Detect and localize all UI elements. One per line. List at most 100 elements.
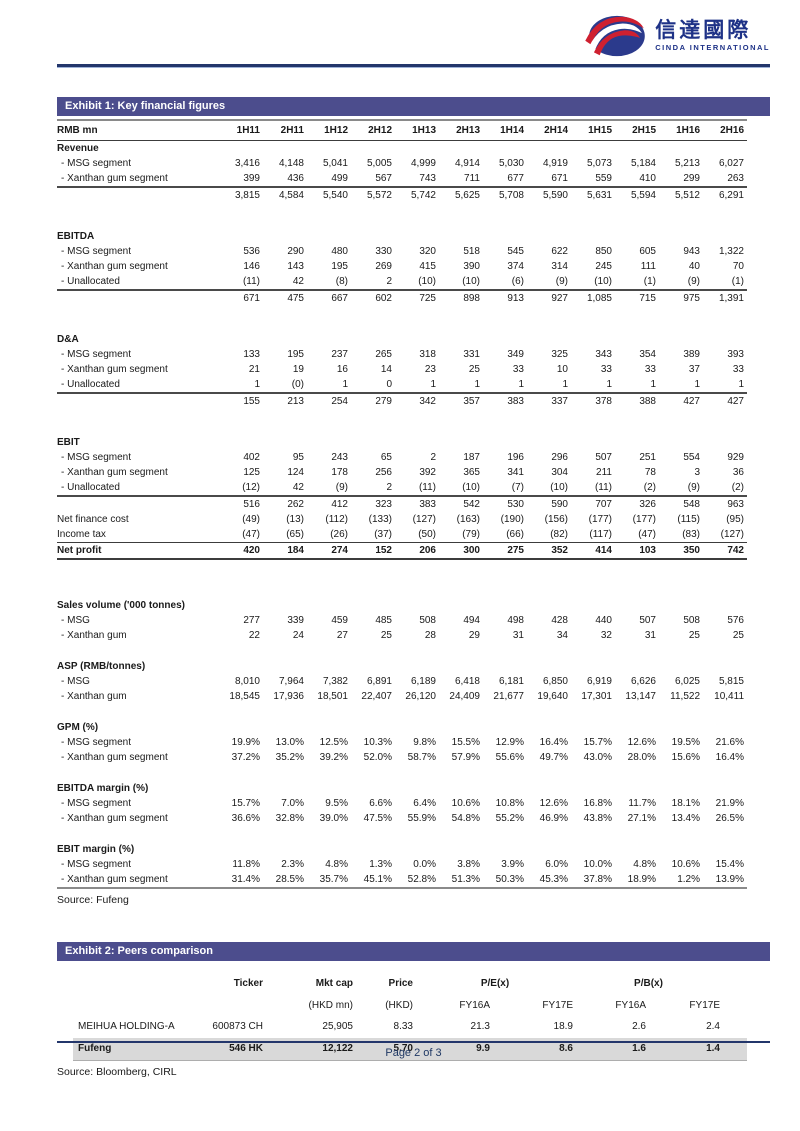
cell-value — [703, 229, 747, 244]
cell-value: (127) — [412, 514, 436, 525]
cell-value: 5,213 — [674, 158, 700, 169]
cell-value: 11.7% — [628, 798, 656, 809]
page-number: Page 2 of 3 — [385, 1047, 442, 1059]
cell-value: 4,914 — [454, 158, 480, 169]
cell-value: 78 — [644, 467, 656, 478]
cell-value — [527, 332, 571, 347]
cell-value: 152 — [351, 542, 395, 560]
cell-value: 1,391 — [703, 289, 747, 306]
cell-value: 929 — [727, 452, 744, 463]
cinda-logo-icon — [585, 15, 646, 57]
spacer-cell — [57, 765, 747, 781]
cell-value — [483, 659, 527, 674]
cell-value: 5,590 — [527, 186, 571, 203]
cell-value: 54.8% — [451, 813, 480, 824]
cell-value: 5,742 — [395, 186, 439, 203]
empty-header — [722, 994, 747, 1016]
cell-value: 326 — [615, 495, 659, 512]
pb-fy16a-value: 1.6 — [632, 1043, 646, 1054]
cell-value: 146 — [243, 261, 260, 272]
cell-value: 365 — [463, 467, 480, 478]
cell-value: 277 — [243, 615, 260, 626]
cell-value: 16.8% — [583, 798, 612, 809]
cell-value: 1 — [430, 379, 436, 390]
cell-value: 742 — [703, 542, 747, 560]
cell-value: 21,677 — [493, 691, 524, 702]
cell-value: 536 — [243, 246, 260, 257]
cell-value — [483, 781, 527, 796]
cell-value — [659, 781, 703, 796]
pb-fy17e-header: FY17E — [689, 1000, 720, 1011]
cell-value — [703, 659, 747, 674]
cell-value: (0) — [291, 379, 304, 390]
cinda-logo: 信達國際 CINDA INTERNATIONAL — [584, 12, 770, 60]
cell-value — [395, 781, 439, 796]
cell-value: 494 — [463, 615, 480, 626]
cell-value: 5,540 — [307, 186, 351, 203]
cell-value: 34 — [556, 630, 568, 641]
spacer-row — [57, 826, 747, 842]
ticker-value: 546 HK — [229, 1043, 263, 1054]
cell-value: 36 — [732, 467, 744, 478]
cell-value: 12.5% — [319, 737, 348, 748]
cell-value: 14 — [380, 364, 392, 375]
cell-value: (9) — [555, 276, 568, 287]
cell-value — [351, 332, 395, 347]
cell-value: 5,073 — [586, 158, 612, 169]
table-row: - MSG segment 19.9% 13.0% 12.5% 10.3% 9.8% 15.… — [57, 735, 747, 750]
row-label: ASP (RMB/tonnes) — [57, 661, 146, 672]
cell-value: 12.9% — [495, 737, 524, 748]
cell-value — [351, 781, 395, 796]
cell-value: (79) — [462, 529, 480, 540]
cell-value: 15.7% — [231, 798, 260, 809]
cell-value — [571, 781, 615, 796]
cell-value: 352 — [527, 542, 571, 560]
cell-value: (2) — [643, 482, 656, 493]
cell-value — [439, 332, 483, 347]
cell-value — [219, 141, 263, 157]
cell-value: (49) — [242, 514, 260, 525]
cell-value: 103 — [615, 542, 659, 560]
cell-value: 4.8% — [325, 859, 348, 870]
price-header: Price — [388, 978, 413, 989]
cell-value: 410 — [639, 173, 656, 184]
cell-value: (112) — [325, 514, 348, 525]
row-label: GPM (%) — [57, 722, 99, 733]
cell-value: (117) — [589, 529, 612, 540]
cell-value — [527, 141, 571, 157]
cell-value: 1 — [518, 379, 524, 390]
table-row: 516 262 412 323 383 542 530 590 707 326 548 963 — [57, 495, 747, 512]
cell-value: 436 — [287, 173, 304, 184]
cell-value: 1 — [562, 379, 568, 390]
cell-value — [615, 659, 659, 674]
peers-group-header-row: Ticker Mkt cap Price P/E(x) P/B(x) — [73, 974, 747, 994]
cell-value: 330 — [375, 246, 392, 257]
cell-value — [615, 598, 659, 613]
cell-value: 35.2% — [275, 752, 304, 763]
cell-value: 13,147 — [625, 691, 656, 702]
cell-value: 28 — [424, 630, 436, 641]
cell-value — [219, 435, 263, 450]
row-label: EBIT margin (%) — [57, 844, 135, 855]
mktcap-value: 25,905 — [322, 1021, 353, 1032]
cell-value: (13) — [286, 514, 304, 525]
cell-value: 6.4% — [413, 798, 436, 809]
cell-value: 70 — [732, 261, 744, 272]
cell-value: 49.7% — [539, 752, 568, 763]
cell-value: 19.5% — [671, 737, 700, 748]
cell-value — [263, 781, 307, 796]
column-header: 1H16 — [659, 119, 703, 141]
cell-value: 542 — [439, 495, 483, 512]
cell-value — [439, 842, 483, 857]
cell-value: 402 — [243, 452, 260, 463]
cell-value — [395, 598, 439, 613]
row-label: - MSG segment — [61, 798, 132, 809]
cell-value — [483, 332, 527, 347]
cell-value: 4,919 — [542, 158, 568, 169]
cell-value: 545 — [507, 246, 524, 257]
cell-value: (9) — [335, 482, 348, 493]
cell-value: 25 — [732, 630, 744, 641]
company-name: MEIHUA HOLDING-A — [78, 1021, 175, 1032]
row-label: Net profit — [57, 542, 219, 560]
row-label: Sales volume ('000 tonnes) — [57, 600, 185, 611]
